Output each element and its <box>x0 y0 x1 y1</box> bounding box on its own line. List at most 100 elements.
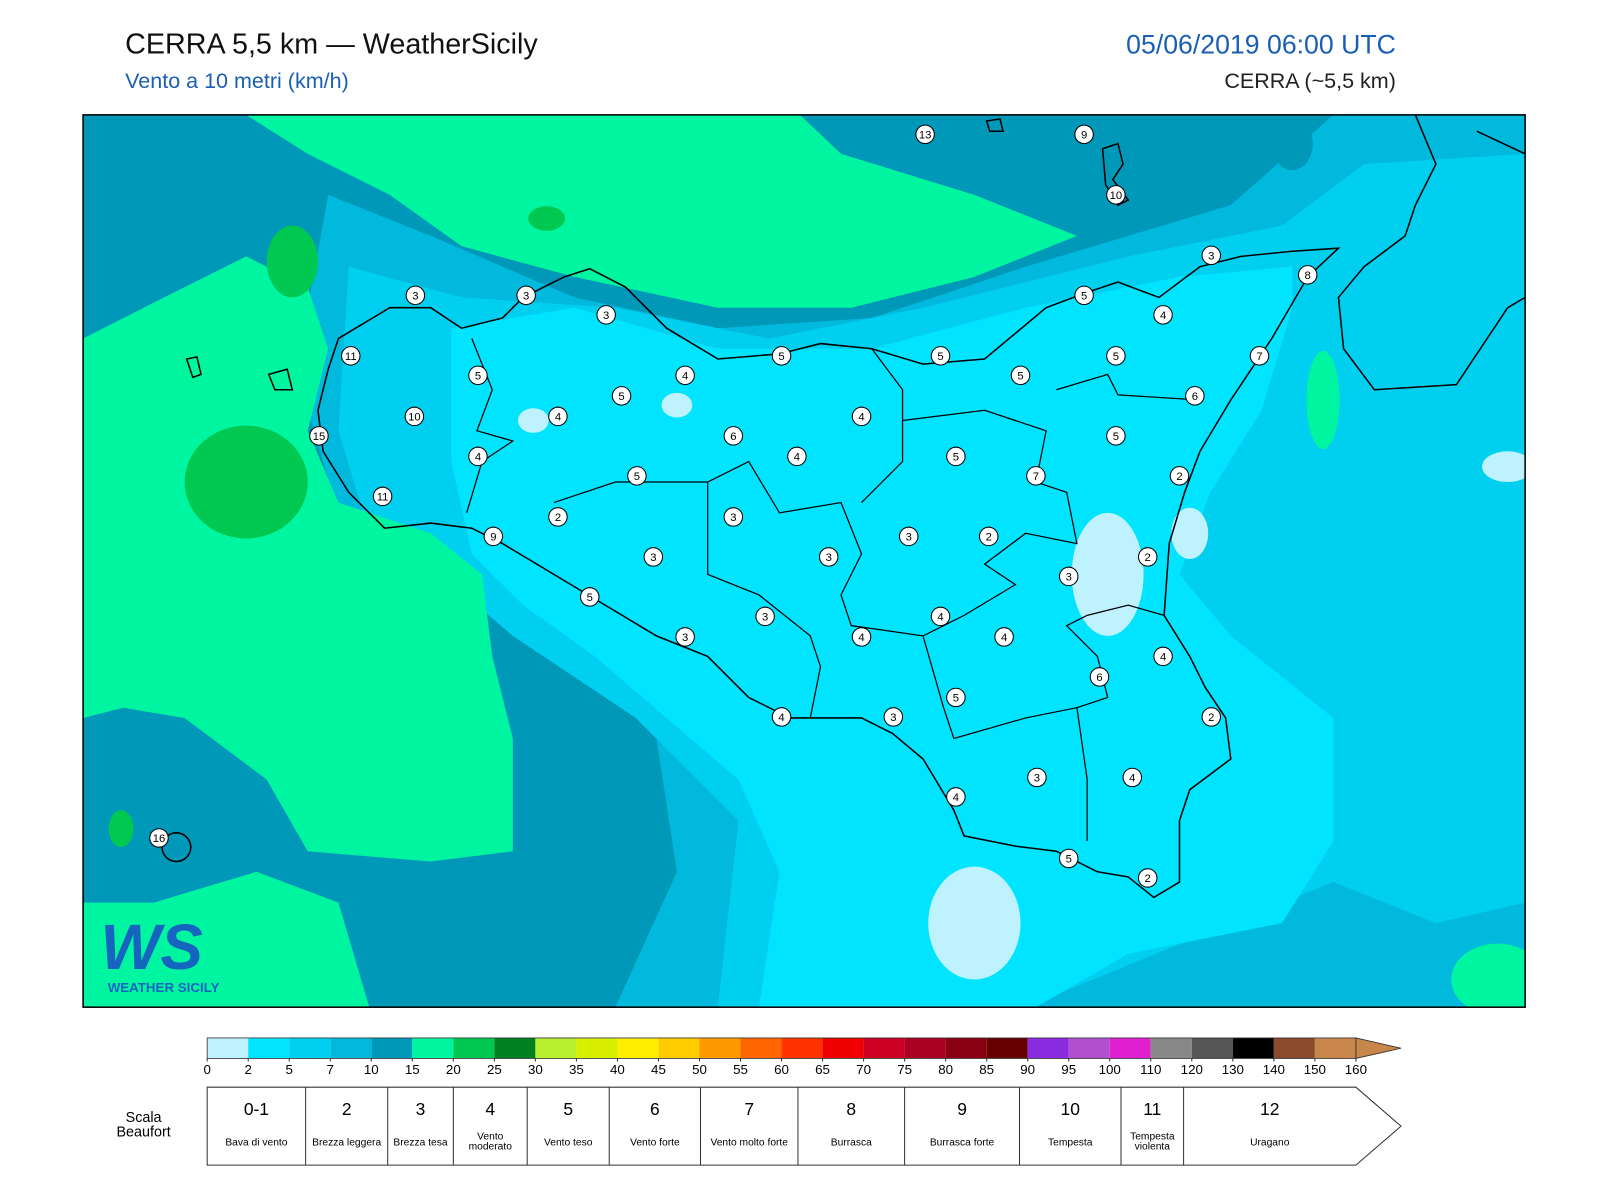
station: 10 <box>404 406 425 427</box>
station: 11 <box>372 486 393 507</box>
colorbar-segment <box>658 1037 700 1059</box>
colorbar-segment <box>1027 1037 1069 1059</box>
colorbar-segment <box>453 1037 495 1059</box>
station-value: 3 <box>650 552 656 564</box>
colorbar-segment <box>330 1037 372 1059</box>
station-marker <box>149 828 169 848</box>
station: 5 <box>580 587 600 607</box>
beaufort-name-box: Tempesta violenta <box>1130 1132 1175 1153</box>
station-marker <box>1169 466 1190 486</box>
map-frame <box>82 114 1526 1008</box>
station: 3 <box>1027 767 1047 788</box>
station-marker <box>580 587 600 607</box>
station-marker <box>1122 767 1143 788</box>
station: 5 <box>627 466 647 486</box>
station-marker <box>611 386 632 406</box>
colorbar-tick-label: 60 <box>774 1062 789 1077</box>
colorbar-tick-label: 40 <box>610 1062 625 1077</box>
logo-name: WEATHER SICILY <box>108 980 220 995</box>
station: 7 <box>1249 346 1270 366</box>
station-value: 5 <box>1113 431 1119 443</box>
station-value: 3 <box>1066 572 1072 584</box>
colorbar-segment <box>412 1037 454 1059</box>
station-value: 5 <box>1017 370 1023 382</box>
station-marker <box>1153 305 1173 325</box>
station-marker <box>851 406 872 427</box>
station-marker <box>404 406 425 427</box>
station-marker <box>851 627 872 647</box>
station-value: 4 <box>937 612 943 624</box>
station: 5 <box>1106 426 1126 446</box>
station-value: 5 <box>1081 290 1087 302</box>
station-marker <box>930 606 951 627</box>
beaufort-name: Brezza leggera <box>312 1137 382 1149</box>
station: 5 <box>611 386 632 406</box>
beaufort-name: Uragano <box>1250 1137 1290 1149</box>
beaufort-name: Tempesta <box>1048 1137 1093 1149</box>
station-value: 7 <box>1033 471 1039 483</box>
wind-field <box>266 225 318 298</box>
station-value: 3 <box>906 532 912 544</box>
station: 4 <box>1153 646 1173 667</box>
station-value: 5 <box>778 351 784 363</box>
station-marker <box>372 486 393 507</box>
beaufort-name: Bava di vento <box>225 1137 288 1149</box>
colorbar-segment <box>1232 1037 1274 1059</box>
station: 3 <box>898 526 919 547</box>
colorbar-segment <box>617 1037 659 1059</box>
station-value: 4 <box>1001 632 1007 644</box>
beaufort-force: 3 <box>416 1099 426 1119</box>
island <box>267 368 294 391</box>
beaufort-name-box: Tempesta <box>1048 1137 1093 1149</box>
colorbar-tick-label: 160 <box>1345 1062 1367 1077</box>
beaufort-force: 12 <box>1260 1099 1279 1119</box>
station-marker <box>915 124 935 145</box>
station: 5 <box>771 346 792 366</box>
colorbar-segment <box>740 1037 782 1059</box>
station: 9 <box>483 526 504 547</box>
station-marker <box>898 526 919 547</box>
colorbar-tick-label: 2 <box>244 1062 251 1077</box>
station-value: 5 <box>618 391 624 403</box>
station-value: 4 <box>1160 652 1166 664</box>
station-value: 5 <box>1113 351 1119 363</box>
station-value: 6 <box>1192 391 1198 403</box>
station: 15 <box>309 426 329 446</box>
station-marker <box>548 507 568 527</box>
station: 4 <box>946 787 966 807</box>
colorbar-tick-label: 50 <box>692 1062 707 1077</box>
colorbar-tick-label: 65 <box>815 1062 830 1077</box>
station-value: 2 <box>555 512 561 524</box>
station-value: 7 <box>1256 351 1262 363</box>
station-marker <box>1106 185 1126 205</box>
station: 4 <box>851 406 872 427</box>
station-marker <box>309 426 329 446</box>
stations: 13 9 10 3 8 3 3 3 5 4 11 5 5 5 5 7 5 4 5 6 10 4 4 15 6 5 4 4 5 5 7 2 11 3… <box>149 124 1318 888</box>
station-value: 4 <box>953 792 959 804</box>
station-value: 2 <box>1176 471 1182 483</box>
colorbar-tick-label: 150 <box>1304 1062 1326 1077</box>
colorbar-tick-label: 120 <box>1181 1062 1203 1077</box>
wind-field <box>451 266 1334 1008</box>
wind-field <box>83 871 370 1008</box>
beaufort-force: 10 <box>1061 1099 1081 1119</box>
station-value: 2 <box>1208 712 1214 724</box>
beaufort-name: Tempesta violenta <box>1130 1132 1175 1153</box>
station: 10 <box>1106 185 1126 205</box>
beaufort-name-box: Burrasca forte <box>930 1138 994 1148</box>
station-marker <box>341 346 361 366</box>
colorbar-segment <box>1273 1037 1315 1059</box>
beaufort-force: 5 <box>563 1099 573 1119</box>
colorbar-arrow <box>1355 1037 1402 1059</box>
station-marker <box>946 787 966 807</box>
model-label: CERRA (~5,5 km) <box>1224 69 1396 93</box>
colorbar-segment <box>207 1037 249 1059</box>
station: 3 <box>516 285 536 306</box>
beaufort-name-box: Uragano <box>1250 1137 1290 1149</box>
station-value: 4 <box>1129 773 1135 785</box>
beaufort-name: Burrasca <box>830 1137 872 1149</box>
station-marker <box>771 346 792 366</box>
colorbar-tick-label: 0 <box>203 1062 210 1077</box>
wind-field <box>1171 507 1209 559</box>
